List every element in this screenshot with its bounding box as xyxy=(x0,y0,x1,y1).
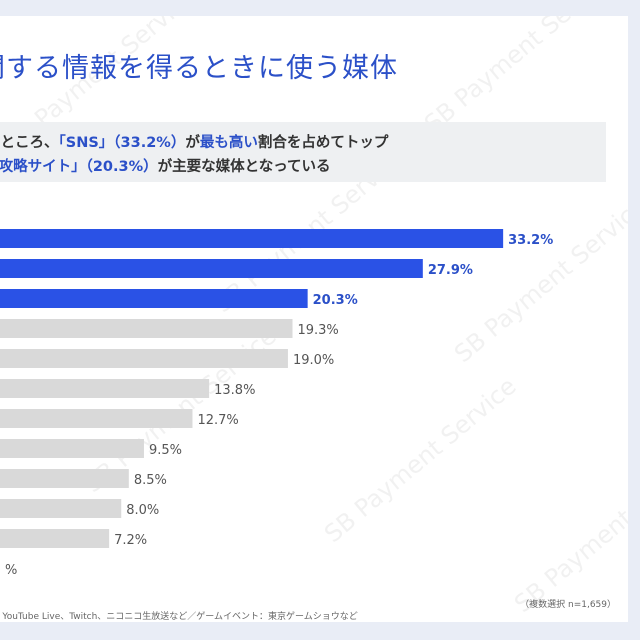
bar-value-label-5: 13.8% xyxy=(214,383,255,398)
summary-highlight: 最も高い xyxy=(199,135,258,151)
bar-value-label-7: 9.5% xyxy=(149,443,182,458)
bar-value-label-0: 33.2% xyxy=(508,233,553,248)
bar-value-label-8: 8.5% xyxy=(134,473,167,488)
bar-value-label-4: 19.0% xyxy=(293,353,334,368)
summary-text: が xyxy=(185,135,200,151)
summary-line-1: たところ、「SNS」（33.2%）が最も高い割合を占めてトップ xyxy=(0,131,388,152)
sample-note: （複数選択 n=1,659） xyxy=(520,600,616,610)
bar-2 xyxy=(0,289,308,308)
bar-10 xyxy=(0,529,110,548)
summary-text: たところ、 xyxy=(0,135,59,151)
bar-value-label-10: 7.2% xyxy=(114,533,147,548)
summary-line-2: ーム攻略サイト」（20.3%）が主要な媒体となっている xyxy=(0,155,330,176)
chart-card: SB Payment Service SB Payment Service SB… xyxy=(0,16,628,622)
bar-value-label-6: 12.7% xyxy=(197,413,238,428)
bar-3 xyxy=(0,319,293,338)
bar-chart: 33.2% 27.9% 20.3% 19.3% 19.0% 13.8% 12.7% 9.5% 8… xyxy=(0,229,553,578)
chart-title: 関する情報を得るときに使う媒体 xyxy=(0,53,398,84)
summary-box: たところ、「SNS」（33.2%）が最も高い割合を占めてトップ ーム攻略サイト」… xyxy=(0,122,606,182)
bar-8 xyxy=(0,469,129,488)
bar-value-label-9: 8.0% xyxy=(126,503,159,518)
summary-text: 割合を占めてトップ xyxy=(257,135,389,151)
summary-highlight: ーム攻略サイト」（20.3%） xyxy=(0,159,158,175)
bar-9 xyxy=(0,499,122,518)
summary-text: が主要な媒体となっている xyxy=(157,159,331,175)
footnote: ※ YouTube Live、Twitch、ニコニコ生放送など／ゲームイベント：… xyxy=(0,612,358,622)
bar-5 xyxy=(0,379,210,398)
bar-1 xyxy=(0,259,423,278)
bar-value-label-3: 19.3% xyxy=(297,323,338,338)
bar-7 xyxy=(0,439,144,458)
bar-value-label-1: 27.9% xyxy=(428,263,473,278)
bar-6 xyxy=(0,409,193,428)
bar-0 xyxy=(0,229,504,248)
summary-highlight: 「SNS」（33.2%） xyxy=(58,135,186,151)
bar-4 xyxy=(0,349,288,368)
bar-value-label-11: % xyxy=(5,563,17,578)
bar-value-label-2: 20.3% xyxy=(313,293,358,308)
